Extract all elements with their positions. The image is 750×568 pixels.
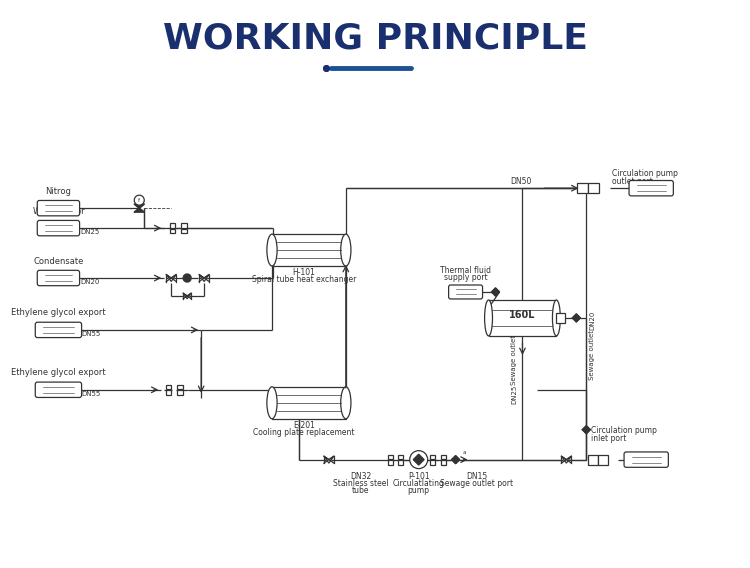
Text: Nitrog: Nitrog <box>46 187 71 196</box>
Bar <box>388 455 394 459</box>
Text: Ethylene glycol export: Ethylene glycol export <box>11 368 106 377</box>
Circle shape <box>183 274 191 282</box>
Text: Stainless steel: Stainless steel <box>333 479 388 487</box>
Bar <box>588 454 598 465</box>
Text: DN55: DN55 <box>82 391 100 397</box>
Text: DN50: DN50 <box>510 177 532 186</box>
Text: DN32: DN32 <box>350 471 371 481</box>
Bar <box>488 300 556 336</box>
Polygon shape <box>562 456 572 463</box>
Bar <box>430 455 435 459</box>
Circle shape <box>134 195 144 205</box>
Bar <box>598 454 608 465</box>
Polygon shape <box>200 274 209 282</box>
Bar <box>441 460 446 465</box>
Bar <box>182 228 187 233</box>
Bar <box>170 228 175 233</box>
Text: E-201: E-201 <box>293 421 315 430</box>
Text: a: a <box>463 450 466 454</box>
FancyBboxPatch shape <box>629 181 674 196</box>
Ellipse shape <box>553 300 560 336</box>
Text: 160L: 160L <box>509 310 536 320</box>
Bar <box>166 385 171 389</box>
Text: DN55: DN55 <box>82 331 100 337</box>
FancyBboxPatch shape <box>38 201 80 216</box>
Text: DN25: DN25 <box>80 229 100 235</box>
Text: tube: tube <box>352 486 370 495</box>
Bar <box>166 390 171 395</box>
Text: Ethylene glycol export: Ethylene glycol export <box>11 308 106 317</box>
Bar <box>178 390 183 395</box>
Polygon shape <box>166 274 176 282</box>
Text: Circulation pump: Circulation pump <box>612 169 678 178</box>
Ellipse shape <box>340 234 351 266</box>
Text: DN20: DN20 <box>590 310 596 329</box>
Text: Sewage outlet: Sewage outlet <box>590 330 596 380</box>
Bar <box>588 183 599 193</box>
Bar <box>441 455 446 459</box>
Polygon shape <box>572 314 580 322</box>
Polygon shape <box>134 204 144 208</box>
FancyBboxPatch shape <box>38 220 80 236</box>
Text: DN20: DN20 <box>80 279 100 285</box>
Bar <box>272 387 346 419</box>
Text: DN15: DN15 <box>466 471 488 481</box>
Bar <box>272 234 346 266</box>
Text: Cooling plate replacement: Cooling plate replacement <box>254 428 355 437</box>
Bar <box>430 460 435 465</box>
Ellipse shape <box>267 234 277 266</box>
Text: supply port: supply port <box>444 273 488 282</box>
Text: WORKING PRINCIPLE: WORKING PRINCIPLE <box>164 22 588 56</box>
Bar <box>178 385 183 389</box>
Text: inlet port: inlet port <box>591 434 627 442</box>
Ellipse shape <box>340 387 351 419</box>
Ellipse shape <box>484 300 493 336</box>
Text: pump: pump <box>408 486 430 495</box>
Polygon shape <box>324 456 334 463</box>
Text: Condensate: Condensate <box>33 257 83 266</box>
Ellipse shape <box>267 387 277 419</box>
Polygon shape <box>413 454 424 465</box>
FancyBboxPatch shape <box>35 322 82 337</box>
Text: Spiral tube heat exchanger: Spiral tube heat exchanger <box>252 275 356 284</box>
Text: outlet port: outlet port <box>612 177 653 186</box>
Bar <box>556 313 566 323</box>
Bar <box>398 460 404 465</box>
Polygon shape <box>183 293 191 299</box>
Text: Circulation pump: Circulation pump <box>591 425 657 435</box>
Text: Thermal fluid: Thermal fluid <box>440 266 491 275</box>
Text: H-101: H-101 <box>292 268 315 277</box>
Text: Water vapor: Water vapor <box>32 207 84 216</box>
Bar <box>170 223 175 228</box>
Text: Sewage outlet port: Sewage outlet port <box>440 479 513 487</box>
Text: P-101: P-101 <box>408 471 430 481</box>
Text: DN25: DN25 <box>512 385 518 404</box>
Polygon shape <box>452 456 460 463</box>
Text: f: f <box>138 198 140 203</box>
Bar <box>182 223 187 228</box>
Bar <box>578 183 588 193</box>
Text: Circulatlating: Circulatlating <box>393 479 445 487</box>
FancyBboxPatch shape <box>624 452 668 467</box>
Polygon shape <box>582 425 590 434</box>
Polygon shape <box>134 208 144 212</box>
Bar <box>398 455 404 459</box>
FancyBboxPatch shape <box>448 285 482 299</box>
Bar <box>388 460 394 465</box>
Text: Sewage outlet: Sewage outlet <box>512 335 518 385</box>
FancyBboxPatch shape <box>38 270 80 286</box>
Circle shape <box>410 450 428 469</box>
FancyBboxPatch shape <box>35 382 82 398</box>
Polygon shape <box>491 288 500 296</box>
